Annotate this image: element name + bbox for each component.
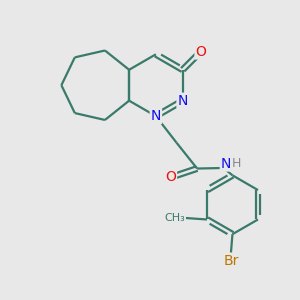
Text: N: N (178, 94, 188, 108)
Text: O: O (196, 44, 206, 58)
Text: O: O (165, 170, 176, 184)
Text: N: N (151, 109, 161, 123)
Text: Br: Br (223, 254, 239, 268)
Text: H: H (232, 157, 242, 170)
Text: CH₃: CH₃ (164, 213, 185, 223)
Text: N: N (221, 157, 231, 170)
